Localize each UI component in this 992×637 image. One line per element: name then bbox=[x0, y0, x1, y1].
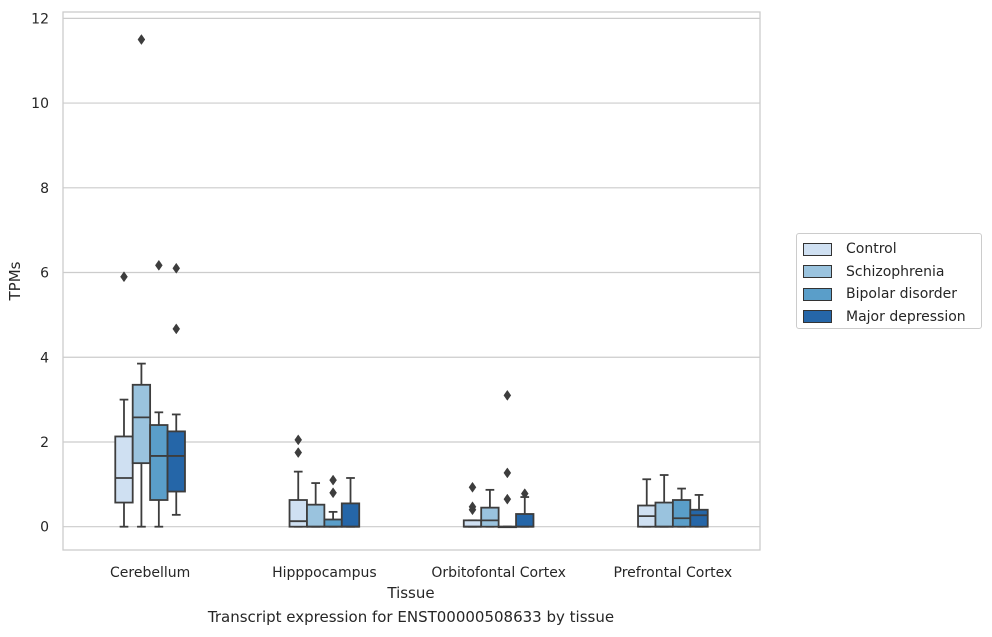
outlier-point bbox=[503, 389, 512, 401]
box-1-0 bbox=[131, 34, 152, 528]
box-body bbox=[114, 435, 134, 504]
y-tick-label: 0 bbox=[40, 520, 49, 536]
chart-title: Transcript expression for ENST0000050863… bbox=[207, 608, 615, 626]
outlier-point bbox=[503, 467, 512, 479]
box-2-1 bbox=[323, 474, 343, 528]
outlier-point bbox=[172, 323, 181, 335]
box-2-0 bbox=[149, 259, 169, 528]
legend-label: Control bbox=[846, 241, 897, 258]
box-0-2 bbox=[462, 481, 483, 528]
legend-swatch bbox=[803, 310, 832, 324]
y-axis-label: TPMs bbox=[6, 261, 24, 301]
box-body bbox=[480, 506, 500, 528]
legend-label: Schizophrenia bbox=[846, 263, 945, 280]
y-axis-ticks: 0 2 4 6 8 10 12 bbox=[31, 11, 49, 535]
outlier-point bbox=[503, 493, 512, 505]
outlier-point bbox=[520, 488, 529, 500]
box-body bbox=[689, 508, 709, 528]
box-3-0 bbox=[166, 262, 186, 516]
box-0-1 bbox=[288, 434, 308, 528]
legend-item-bipolar-disorder: Bipolar disorder bbox=[803, 283, 981, 306]
box-3-2 bbox=[515, 488, 535, 528]
outlier-point bbox=[294, 447, 303, 459]
box-body bbox=[462, 519, 483, 528]
x-tick-label: Orbitofontal Cortex bbox=[431, 565, 566, 581]
legend-swatch bbox=[803, 265, 832, 279]
outlier-point bbox=[155, 259, 163, 271]
box-body bbox=[149, 424, 169, 501]
box-body bbox=[166, 430, 186, 493]
y-tick-label: 8 bbox=[40, 181, 49, 197]
outlier-point bbox=[294, 434, 303, 446]
outlier-point bbox=[329, 474, 337, 486]
legend-item-control: Control bbox=[803, 238, 981, 261]
y-tick-label: 6 bbox=[40, 266, 49, 282]
legend-label: Bipolar disorder bbox=[846, 286, 958, 303]
x-axis-ticks: Cerebellum Hipppocampus Orbitofontal Corte… bbox=[110, 565, 732, 581]
outlier-point bbox=[468, 501, 477, 513]
legend-swatch bbox=[803, 242, 832, 256]
box-0-3 bbox=[637, 478, 657, 528]
boxes bbox=[114, 34, 709, 529]
box-body bbox=[654, 501, 674, 528]
box-body bbox=[306, 503, 326, 528]
box-3-1 bbox=[340, 477, 361, 528]
box-body bbox=[323, 518, 343, 528]
box-body bbox=[671, 499, 692, 528]
box-body bbox=[131, 383, 152, 465]
legend-item-major-depression: Major depression bbox=[803, 306, 981, 329]
legend-label: Major depression bbox=[846, 308, 966, 325]
outlier-point bbox=[468, 481, 477, 493]
outlier-point bbox=[137, 34, 146, 45]
box-body bbox=[515, 513, 535, 528]
x-tick-label: Prefrontal Cortex bbox=[614, 565, 733, 581]
outlier-point bbox=[172, 262, 181, 274]
box-body bbox=[288, 499, 308, 528]
y-tick-label: 4 bbox=[40, 350, 49, 366]
legend-item-schizophrenia: Schizophrenia bbox=[803, 261, 981, 284]
box-1-1 bbox=[306, 482, 326, 528]
box-0-0 bbox=[114, 271, 134, 528]
legend: Control Schizophrenia Bipolar disorder M… bbox=[796, 233, 982, 329]
legend-swatch bbox=[803, 287, 832, 301]
x-tick-label: Cerebellum bbox=[110, 565, 190, 581]
box-body bbox=[340, 502, 361, 528]
box-1-2 bbox=[480, 488, 500, 528]
y-tick-label: 12 bbox=[31, 11, 49, 27]
box-3-3 bbox=[689, 494, 709, 528]
x-axis-label: Tissue bbox=[386, 584, 434, 602]
y-tick-label: 10 bbox=[31, 96, 49, 112]
outlier-point bbox=[329, 487, 337, 499]
y-tick-label: 2 bbox=[40, 435, 49, 451]
x-tick-label: Hipppocampus bbox=[272, 565, 377, 581]
outlier-point bbox=[120, 271, 128, 283]
